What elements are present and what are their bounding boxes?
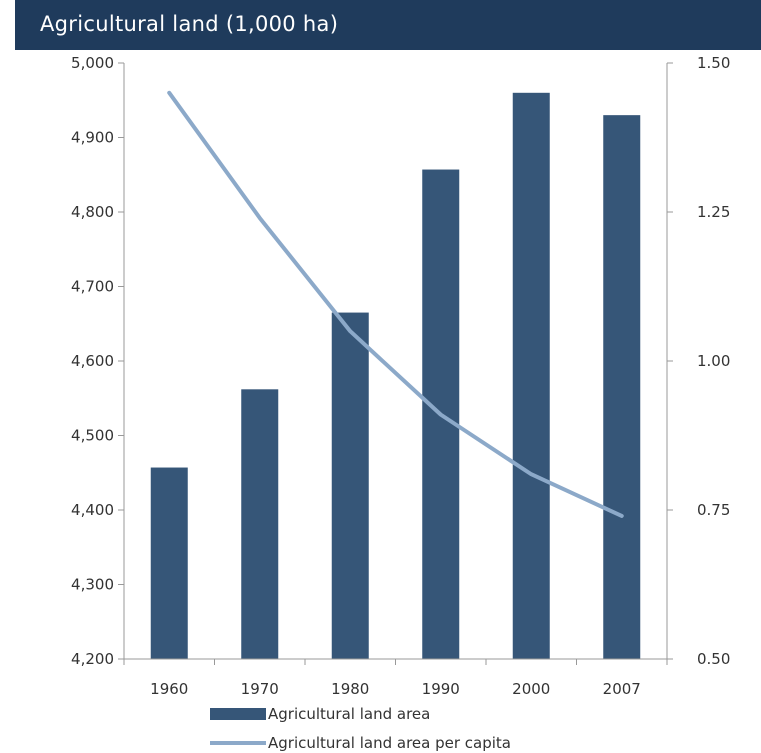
bar bbox=[150, 467, 188, 659]
left-tick-label: 4,700 bbox=[71, 278, 114, 296]
x-tick-label: 1990 bbox=[422, 680, 460, 698]
bars bbox=[150, 92, 641, 660]
x-tick-label: 2007 bbox=[603, 680, 641, 698]
left-tick-label: 4,800 bbox=[71, 203, 114, 221]
left-tick-label: 4,500 bbox=[71, 427, 114, 445]
left-tick-label: 5,000 bbox=[71, 54, 114, 72]
chart-title: Agricultural land (1,000 ha) bbox=[40, 12, 339, 36]
left-axis: 4,200 4,300 4,400 4,500 4,600 4,700 4,800 4,900… bbox=[71, 54, 125, 668]
legend-line-label: Agricultural land area per capita bbox=[268, 734, 511, 752]
chart-title-bar: Agricultural land (1,000 ha) bbox=[15, 0, 761, 50]
left-tick-label: 4,400 bbox=[71, 501, 114, 519]
left-tick-label: 4,200 bbox=[71, 650, 114, 668]
left-tick-label: 4,600 bbox=[71, 352, 114, 370]
per-capita-line bbox=[167, 90, 624, 518]
right-tick-label: 0.75 bbox=[697, 501, 730, 519]
bar bbox=[241, 389, 279, 659]
per-capita-series-line bbox=[167, 90, 624, 518]
right-tick-label: 1.50 bbox=[697, 54, 730, 72]
x-tick-label: 1960 bbox=[150, 680, 188, 698]
legend-bar-label: Agricultural land area bbox=[268, 705, 430, 723]
left-tick-label: 4,300 bbox=[71, 576, 114, 594]
x-tick-label: 1970 bbox=[241, 680, 279, 698]
right-tick-label: 0.50 bbox=[697, 650, 730, 668]
legend-bar-swatch bbox=[210, 708, 266, 720]
x-axis: 1960 1970 1980 1990 2000 2007 bbox=[123, 658, 668, 698]
bar bbox=[603, 115, 641, 659]
bar bbox=[512, 92, 550, 660]
right-tick-label: 1.25 bbox=[697, 203, 730, 221]
left-tick-label: 4,900 bbox=[71, 129, 114, 147]
x-tick-label: 2000 bbox=[512, 680, 550, 698]
legend: Agricultural land area Agricultural land … bbox=[210, 705, 511, 752]
x-tick-label: 1980 bbox=[331, 680, 369, 698]
right-tick-label: 1.00 bbox=[697, 352, 730, 370]
bar bbox=[331, 312, 369, 659]
right-axis: 0.50 0.75 1.00 1.25 1.50 bbox=[666, 54, 730, 668]
